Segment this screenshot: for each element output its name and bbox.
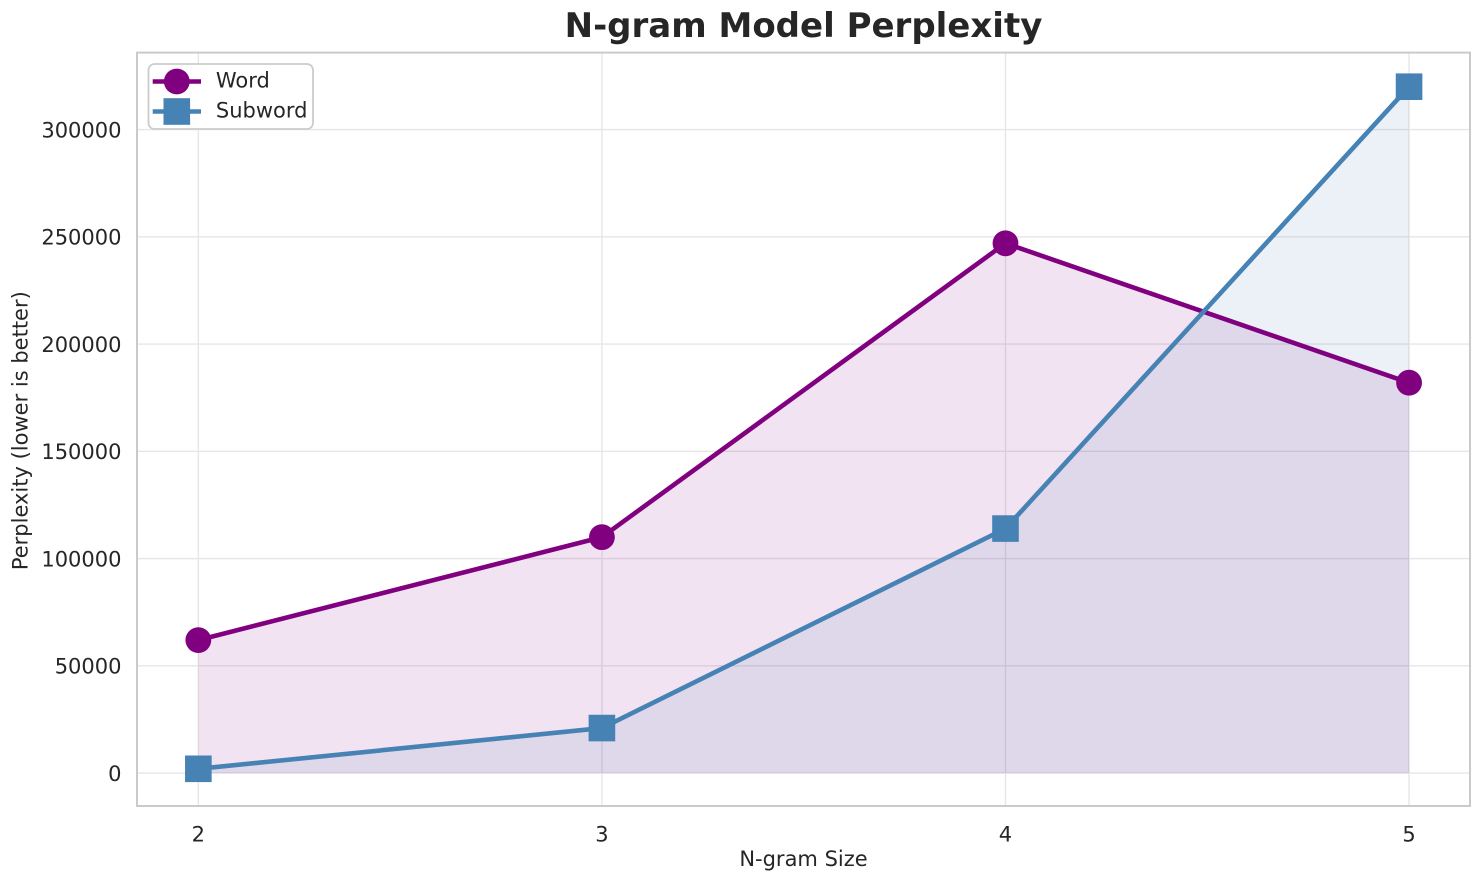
- x-tick-label: 4: [999, 822, 1012, 846]
- data-point-subword: [1395, 73, 1423, 101]
- area-fill-subword: [198, 86, 1410, 774]
- y-tick-label: 200000: [41, 333, 121, 357]
- legend-entry-subword: Subword: [152, 98, 308, 125]
- data-point-subword: [588, 714, 616, 742]
- y-tick-label: 300000: [41, 118, 121, 142]
- legend-label: Word: [216, 68, 270, 92]
- y-tick-label: 50000: [55, 655, 122, 679]
- legend: Word Subword: [147, 63, 314, 130]
- data-series: [185, 73, 1423, 783]
- x-tick-label: 5: [1402, 822, 1415, 846]
- data-point-word: [992, 230, 1019, 257]
- grid-lines: [137, 52, 1470, 806]
- legend-entry-word: Word: [152, 68, 270, 95]
- data-point-subword: [992, 515, 1019, 542]
- y-tick-label: 100000: [41, 547, 121, 571]
- area-fills: [198, 86, 1410, 774]
- y-axis-label: Perplexity (lower is better): [9, 291, 33, 570]
- series-line-subword: [198, 85, 1411, 772]
- x-tick-label: 3: [595, 822, 608, 846]
- data-point-word: [1396, 369, 1422, 396]
- legend-label: Subword: [216, 98, 308, 122]
- y-tick-label: 250000: [41, 226, 121, 250]
- legend-marker-square: [163, 98, 191, 125]
- plot-border: [136, 51, 1471, 807]
- y-tick-label: 0: [108, 762, 121, 786]
- data-point-word: [185, 627, 212, 654]
- x-axis-label: N-gram Size: [739, 847, 867, 871]
- series-word: [185, 230, 1422, 654]
- axis-tick-labels: 0 50000 100000 150000 200000 250000 300000 2 3 4 5: [41, 118, 1415, 846]
- x-tick-label: 2: [192, 822, 205, 846]
- chart-title: N-gram Model Perplexity: [565, 6, 1043, 46]
- data-point-subword: [185, 755, 212, 783]
- legend-marker-circle: [163, 68, 190, 95]
- y-tick-label: 150000: [41, 440, 121, 464]
- data-point-word: [589, 524, 615, 551]
- series-subword: [185, 73, 1423, 783]
- series-line-word: [197, 240, 1410, 643]
- area-fill-word: [198, 243, 1410, 774]
